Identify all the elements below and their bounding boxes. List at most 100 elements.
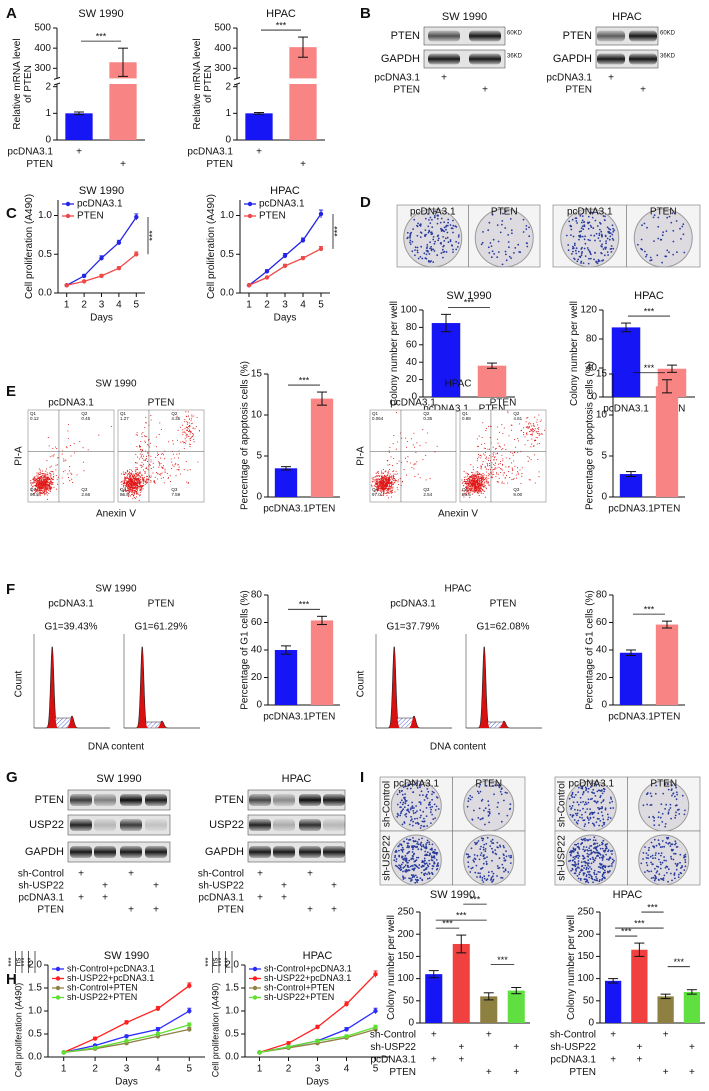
point	[257, 1050, 262, 1055]
point	[116, 266, 122, 271]
row-label: sh-USP22	[198, 881, 244, 892]
blot-strip	[67, 814, 171, 836]
point	[344, 1001, 349, 1007]
point	[373, 1008, 378, 1014]
row-label: pcDNA3.1	[370, 1055, 416, 1066]
x-tick-label: pcDNA3.1	[608, 712, 654, 723]
y-tick-label: 15	[596, 369, 608, 380]
point	[286, 1041, 291, 1046]
blot-band	[249, 794, 271, 806]
y-tick-label: 0.0	[225, 1052, 239, 1063]
x-tick-label: 1	[61, 1064, 67, 1075]
quadrant-value: 0.12	[30, 416, 39, 421]
sign-mark: +	[663, 1067, 669, 1078]
y-tick-label: 20	[596, 672, 608, 683]
sign-mark: +	[281, 881, 287, 892]
x-tick-label: 4	[116, 300, 122, 311]
condition-label: PTEN	[148, 599, 175, 610]
legend-label: sh-Control+PTEN	[67, 982, 138, 992]
blot-band	[323, 819, 345, 831]
legend-label: sh-Control+pcDNA3.1	[264, 963, 352, 973]
sign-mark: +	[663, 1030, 669, 1041]
sign-mark: +	[120, 159, 126, 170]
row-label: sh-USP22	[550, 1042, 596, 1053]
sign-mark: +	[610, 1055, 616, 1066]
sign-mark: +	[431, 1055, 437, 1066]
point	[187, 983, 192, 988]
sign-mark: +	[486, 1067, 492, 1078]
quadrant-name: Q2	[81, 411, 88, 416]
sign-mark: +	[300, 159, 306, 170]
quadrant-value: 4.61	[513, 416, 522, 421]
bar	[619, 652, 643, 705]
significance-label: ***	[224, 957, 233, 966]
row-label: pcDNA3.1	[187, 147, 233, 158]
point	[344, 1027, 349, 1032]
x-tick-label: pcDNA3.1	[423, 404, 469, 415]
chart-title: SW 1990	[79, 185, 124, 197]
y-axis-label: Percentage of apoptosis cells (%)	[239, 361, 250, 510]
axis-break	[233, 76, 241, 80]
point	[124, 1034, 129, 1039]
axis-label: Anexin V	[438, 509, 478, 520]
blot-band	[299, 846, 321, 858]
point	[92, 1036, 98, 1041]
size-label: 36KD	[507, 54, 523, 60]
blot-band	[273, 846, 295, 858]
point	[134, 252, 139, 257]
point	[315, 1024, 320, 1030]
chart-title: SW 1990	[446, 290, 491, 302]
point	[99, 255, 104, 261]
quadrant-name: Q4	[462, 487, 469, 492]
bar	[452, 943, 470, 1023]
quadrant-name: Q3	[81, 487, 88, 492]
y-tick-label: 1.0	[225, 1006, 239, 1017]
axis-label: Anexin V	[96, 509, 136, 520]
y-tick-label: 100	[577, 973, 594, 984]
axis-break	[53, 76, 61, 80]
point	[282, 263, 288, 269]
quadrant-name: Q3	[513, 487, 520, 492]
sign-mark: +	[640, 85, 646, 96]
hist-outline	[124, 646, 200, 729]
sign-mark: +	[102, 893, 108, 904]
axis-label: PI-A	[356, 446, 367, 466]
plate-caption: SW 1990	[430, 889, 475, 901]
blot-band	[323, 794, 345, 806]
y-tick-label: 60	[406, 339, 418, 350]
legend-label: pcDNA3.1	[77, 199, 123, 210]
sign-mark: +	[441, 73, 447, 84]
blot-band	[120, 846, 142, 858]
row-label: pcDNA3.1	[198, 893, 244, 904]
sign-mark: +	[486, 1030, 492, 1041]
plate-dish	[474, 208, 534, 268]
point	[61, 1050, 66, 1055]
condition-label: pcDNA3.1	[393, 779, 439, 790]
sign-mark: +	[257, 893, 263, 904]
y-tick-label: 15	[251, 369, 263, 380]
y-axis-label: Colony number per well	[389, 301, 400, 406]
legend-marker	[55, 966, 61, 972]
bar	[310, 620, 334, 705]
y-axis-label: of PTEN	[203, 65, 214, 103]
sign-mark: +	[458, 1055, 464, 1066]
band-label: GAPDH	[381, 53, 420, 65]
bar	[425, 974, 443, 1023]
x-tick-label: 1	[246, 300, 252, 311]
x-tick-label: 1	[64, 300, 70, 311]
significance-label: ***	[621, 926, 632, 936]
bar	[631, 949, 648, 1023]
x-tick-label: pcDNA3.1	[608, 504, 654, 515]
x-tick-label: 2	[286, 1064, 292, 1075]
point	[315, 1038, 320, 1044]
cell-dots	[461, 410, 546, 498]
axis-break	[233, 82, 241, 86]
chart-title: SW 1990	[78, 8, 123, 20]
y-tick-label: 150	[577, 951, 594, 962]
condition-label: PTEN	[650, 779, 677, 790]
sign-mark: +	[307, 905, 313, 916]
x-axis-label: Days	[115, 1077, 138, 1088]
significance-label: ***	[299, 600, 310, 610]
bar	[245, 113, 273, 140]
